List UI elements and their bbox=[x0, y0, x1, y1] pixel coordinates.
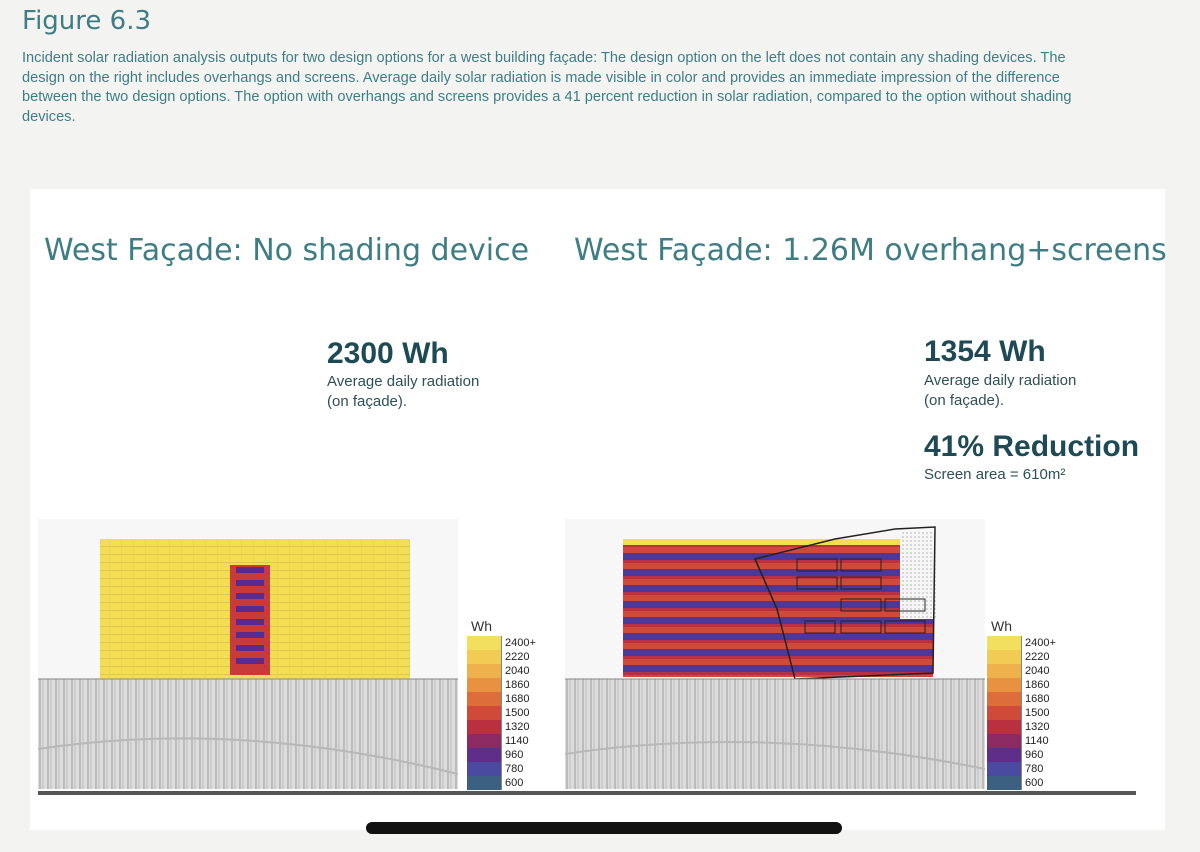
legend-swatch bbox=[987, 692, 1021, 706]
legend-swatch bbox=[987, 706, 1021, 720]
legend-item: 1320 bbox=[987, 720, 1062, 734]
legend-label: 1500 bbox=[501, 706, 529, 720]
legend-label: 1500 bbox=[1021, 706, 1049, 720]
legend-label: 2220 bbox=[501, 650, 529, 664]
legend-label: 2040 bbox=[501, 664, 529, 678]
figure-caption: Incident solar radiation analysis output… bbox=[22, 50, 1072, 125]
legend-swatch bbox=[987, 636, 1021, 650]
legend-swatch bbox=[467, 692, 501, 706]
legend-swatch bbox=[987, 748, 1021, 762]
legend-swatch bbox=[467, 762, 501, 776]
legend-swatch bbox=[987, 734, 1021, 748]
legend-label: 2400+ bbox=[1021, 636, 1056, 650]
screen-outline bbox=[753, 526, 936, 680]
legend-swatch bbox=[467, 776, 501, 790]
right-radiation-label: Average daily radiation bbox=[924, 372, 1077, 389]
legend-label: 600 bbox=[1021, 776, 1043, 790]
left-radiation-note: (on façade). bbox=[327, 393, 408, 410]
legend-item: 2400+ bbox=[467, 636, 542, 650]
legend-item: 2220 bbox=[467, 650, 542, 664]
legend-item: 2220 bbox=[987, 650, 1062, 664]
left-podium bbox=[38, 679, 458, 789]
right-legend-unit: Wh bbox=[991, 618, 1012, 634]
left-facade-rendering bbox=[38, 519, 458, 789]
legend-label: 960 bbox=[501, 748, 523, 762]
legend-label: 1680 bbox=[1021, 692, 1049, 706]
legend-label: 1140 bbox=[501, 734, 529, 748]
legend-label: 2400+ bbox=[501, 636, 536, 650]
legend-swatch bbox=[467, 734, 501, 748]
legend-label: 600 bbox=[501, 776, 523, 790]
legend-item: 1320 bbox=[467, 720, 542, 734]
legend-swatch bbox=[467, 636, 501, 650]
legend-item: 600 bbox=[987, 776, 1062, 790]
figure-title: Figure 6.3 bbox=[22, 6, 151, 36]
legend-item: 1140 bbox=[467, 734, 542, 748]
left-panel-title: West Façade: No shading device bbox=[44, 233, 530, 268]
legend-item: 1860 bbox=[987, 678, 1062, 692]
legend-swatch bbox=[467, 706, 501, 720]
screen-area-label: Screen area = 610m² bbox=[924, 466, 1066, 483]
legend-swatch bbox=[987, 664, 1021, 678]
right-radiation-note: (on façade). bbox=[924, 392, 1005, 409]
ground-line bbox=[38, 791, 1136, 795]
right-legend: 2400+ 2220 2040 1860 1680 1500 1320 1140 960 780 6… bbox=[987, 636, 1062, 790]
legend-label: 1320 bbox=[501, 720, 529, 734]
right-facade-rendering bbox=[565, 519, 985, 789]
left-legend: 2400+ 2220 2040 1860 1680 1500 1320 1140 960 780 6… bbox=[467, 636, 542, 790]
legend-swatch bbox=[467, 720, 501, 734]
legend-swatch bbox=[467, 748, 501, 762]
legend-swatch bbox=[987, 678, 1021, 692]
figure-panel: West Façade: No shading device 2300 Wh A… bbox=[30, 189, 1167, 830]
legend-label: 2220 bbox=[1021, 650, 1049, 664]
legend-label: 960 bbox=[1021, 748, 1043, 762]
legend-swatch bbox=[987, 650, 1021, 664]
legend-swatch bbox=[467, 664, 501, 678]
left-legend-unit: Wh bbox=[471, 618, 492, 634]
legend-item: 960 bbox=[467, 748, 542, 762]
legend-swatch bbox=[987, 720, 1021, 734]
legend-label: 1140 bbox=[1021, 734, 1049, 748]
right-podium bbox=[565, 679, 985, 789]
legend-label: 1860 bbox=[1021, 678, 1049, 692]
left-radiation-label: Average daily radiation bbox=[327, 373, 480, 390]
right-upper-facade bbox=[623, 539, 933, 677]
legend-item: 780 bbox=[467, 762, 542, 776]
legend-swatch bbox=[987, 762, 1021, 776]
legend-swatch bbox=[467, 678, 501, 692]
legend-item: 2400+ bbox=[987, 636, 1062, 650]
legend-swatch bbox=[987, 776, 1021, 790]
legend-label: 780 bbox=[501, 762, 523, 776]
legend-item: 1860 bbox=[467, 678, 542, 692]
legend-item: 2040 bbox=[987, 664, 1062, 678]
right-radiation-value: 1354 Wh bbox=[924, 335, 1046, 368]
right-panel-title: West Façade: 1.26M overhang+screens bbox=[574, 233, 1167, 268]
reduction-value: 41% Reduction bbox=[924, 430, 1140, 463]
legend-item: 780 bbox=[987, 762, 1062, 776]
legend-item: 1680 bbox=[987, 692, 1062, 706]
legend-item: 600 bbox=[467, 776, 542, 790]
legend-item: 960 bbox=[987, 748, 1062, 762]
legend-item: 1680 bbox=[467, 692, 542, 706]
legend-label: 1320 bbox=[1021, 720, 1049, 734]
legend-label: 1680 bbox=[501, 692, 529, 706]
left-shaded-column bbox=[230, 565, 270, 675]
legend-label: 780 bbox=[1021, 762, 1043, 776]
legend-item: 2040 bbox=[467, 664, 542, 678]
legend-item: 1140 bbox=[987, 734, 1062, 748]
legend-item: 1500 bbox=[467, 706, 542, 720]
legend-swatch bbox=[467, 650, 501, 664]
legend-item: 1500 bbox=[987, 706, 1062, 720]
legend-label: 1860 bbox=[501, 678, 529, 692]
left-radiation-value: 2300 Wh bbox=[327, 337, 449, 370]
scroll-indicator[interactable] bbox=[366, 822, 842, 834]
legend-label: 2040 bbox=[1021, 664, 1049, 678]
